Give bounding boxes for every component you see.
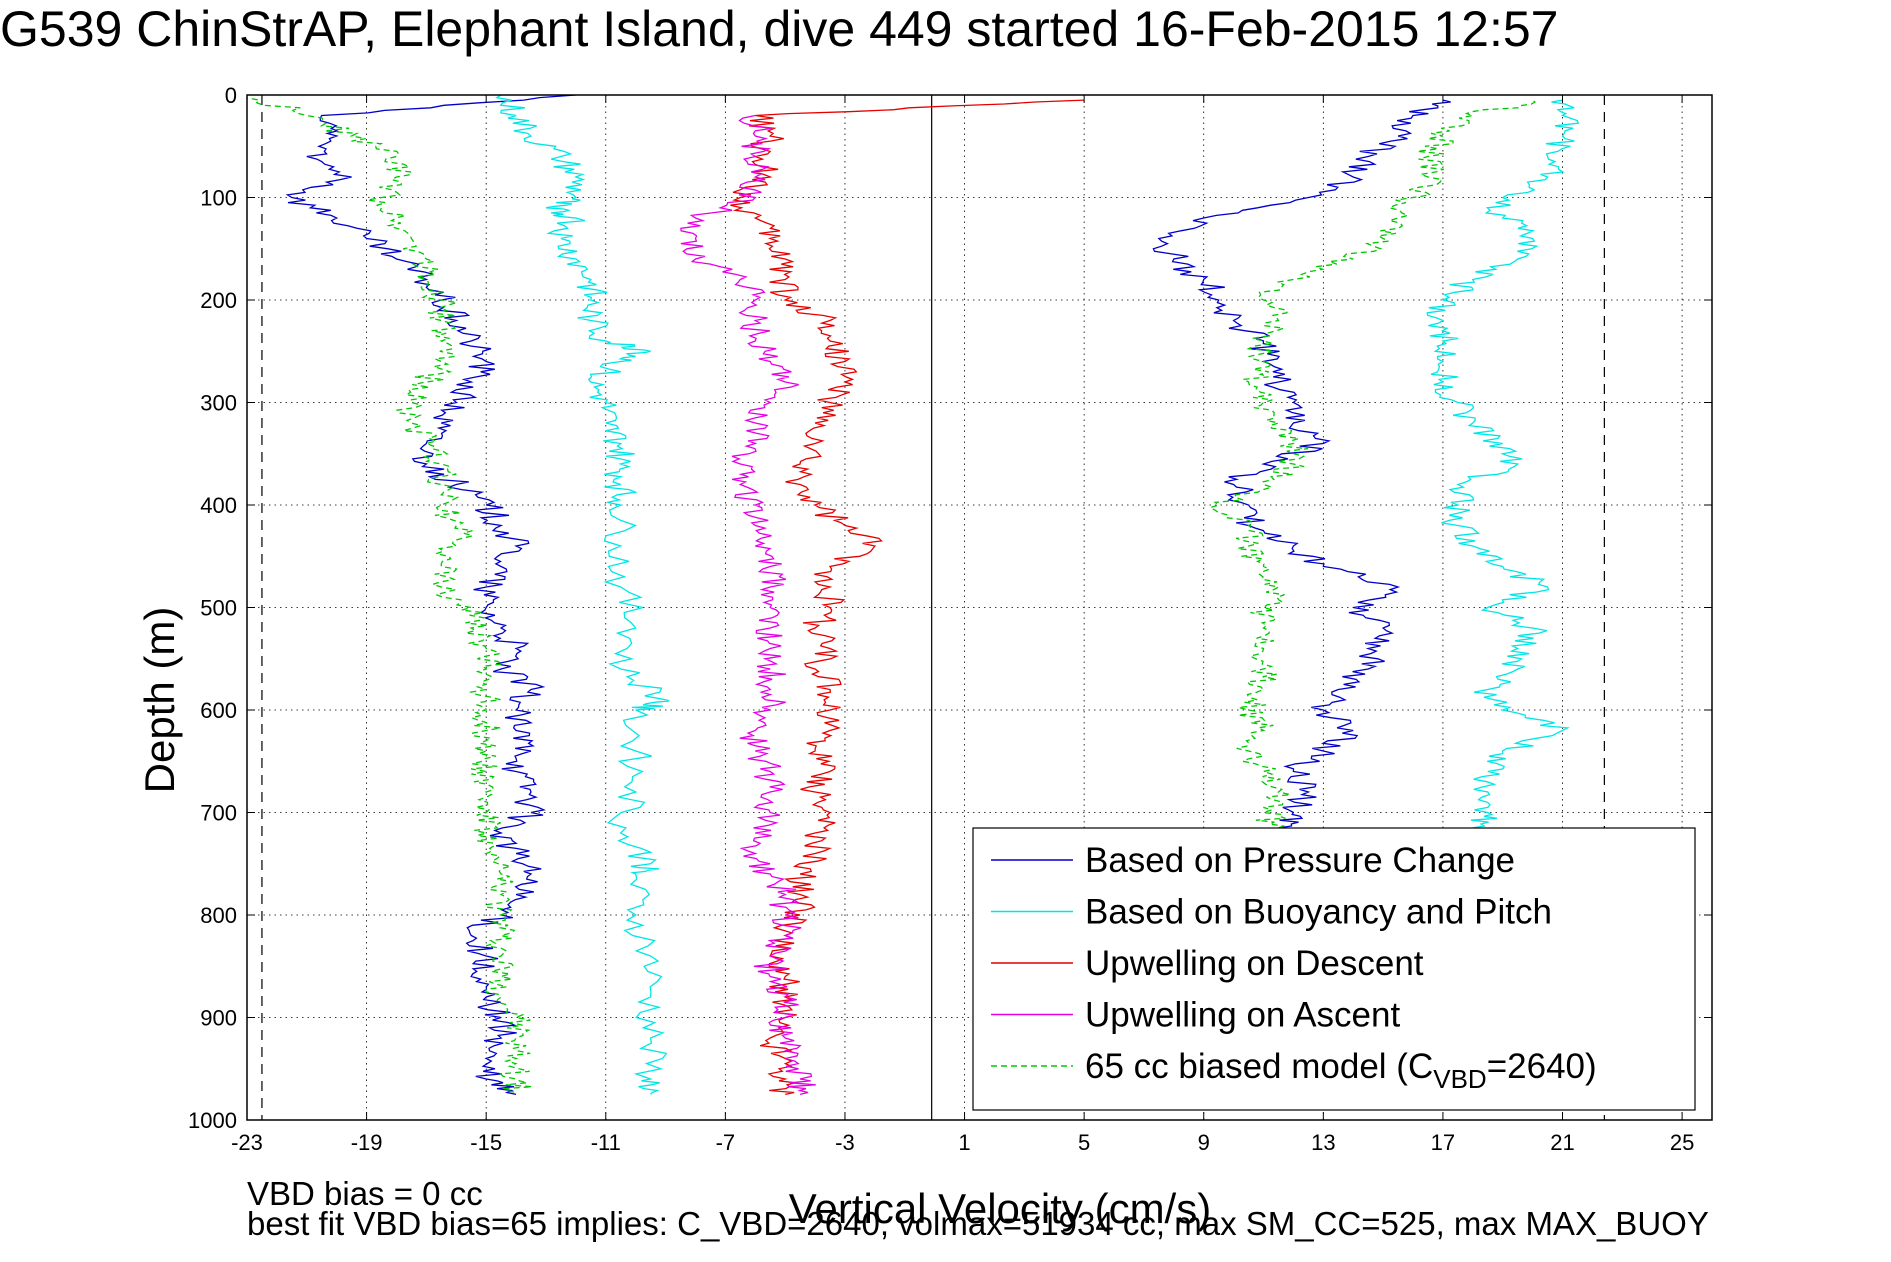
best-fit-note: best fit VBD bias=65 implies: C_VBD=2640…	[247, 1205, 1709, 1242]
y-tick-label: 0	[225, 83, 237, 108]
x-tick-label: 25	[1670, 1130, 1694, 1155]
series-line-profile	[680, 114, 816, 1096]
legend-label: Upwelling on Descent	[1085, 944, 1424, 983]
y-tick-label: 100	[200, 186, 237, 211]
x-tick-label: -19	[351, 1130, 383, 1155]
series-line-descent	[495, 95, 670, 1095]
y-tick-label: 1000	[188, 1108, 237, 1133]
x-tick-label: -23	[231, 1130, 263, 1155]
legend-label: Based on Pressure Change	[1085, 841, 1515, 880]
x-tick-label: -3	[835, 1130, 855, 1155]
x-tick-label: 17	[1431, 1130, 1455, 1155]
x-tick-label: 5	[1078, 1130, 1090, 1155]
legend-label: Based on Buoyancy and Pitch	[1085, 893, 1552, 932]
x-tick-label: 13	[1311, 1130, 1335, 1155]
y-tick-label: 200	[200, 288, 237, 313]
y-axis-label: Depth (m)	[136, 606, 183, 794]
series-line-profile	[730, 99, 1085, 1096]
x-tick-label: 9	[1198, 1130, 1210, 1155]
y-axis-ticks: 0 100 200 300 400 500 600 700 800 900 1000	[188, 83, 1712, 1133]
y-tick-label: 500	[200, 596, 237, 621]
legend: Based on Pressure Change Based on Buoyanc…	[972, 827, 1696, 1111]
legend-box	[972, 827, 1696, 1111]
x-tick-label: 1	[958, 1130, 970, 1155]
vbd-bias-note: VBD bias = 0 cc	[247, 1175, 483, 1212]
y-tick-label: 300	[200, 391, 237, 416]
chart-title: G539 ChinStrAP, Elephant Island, dive 44…	[0, 1, 1559, 57]
x-axis-ticks: -23 -19 -15 -11 -7 -3 1 5 9 13 17 21 25	[231, 95, 1694, 1155]
x-tick-label: -11	[591, 1130, 621, 1155]
y-tick-label: 900	[200, 1006, 237, 1031]
series-layer	[247, 95, 1580, 1096]
series-line-ascent	[1152, 99, 1451, 829]
x-tick-label: -7	[716, 1130, 736, 1155]
y-tick-label: 800	[200, 903, 237, 928]
y-tick-label: 700	[200, 801, 237, 826]
series-line-ascent	[1426, 99, 1580, 829]
legend-label: Upwelling on Ascent	[1085, 996, 1400, 1035]
x-axis-label: Vertical Velocity (cm/s)	[788, 1185, 1212, 1232]
y-tick-label: 400	[200, 493, 237, 518]
x-tick-label: 21	[1550, 1130, 1574, 1155]
x-tick-label: -15	[470, 1130, 502, 1155]
series-line-ascent	[1208, 99, 1537, 829]
series-line-descent	[285, 95, 576, 1096]
y-tick-label: 600	[200, 698, 237, 723]
